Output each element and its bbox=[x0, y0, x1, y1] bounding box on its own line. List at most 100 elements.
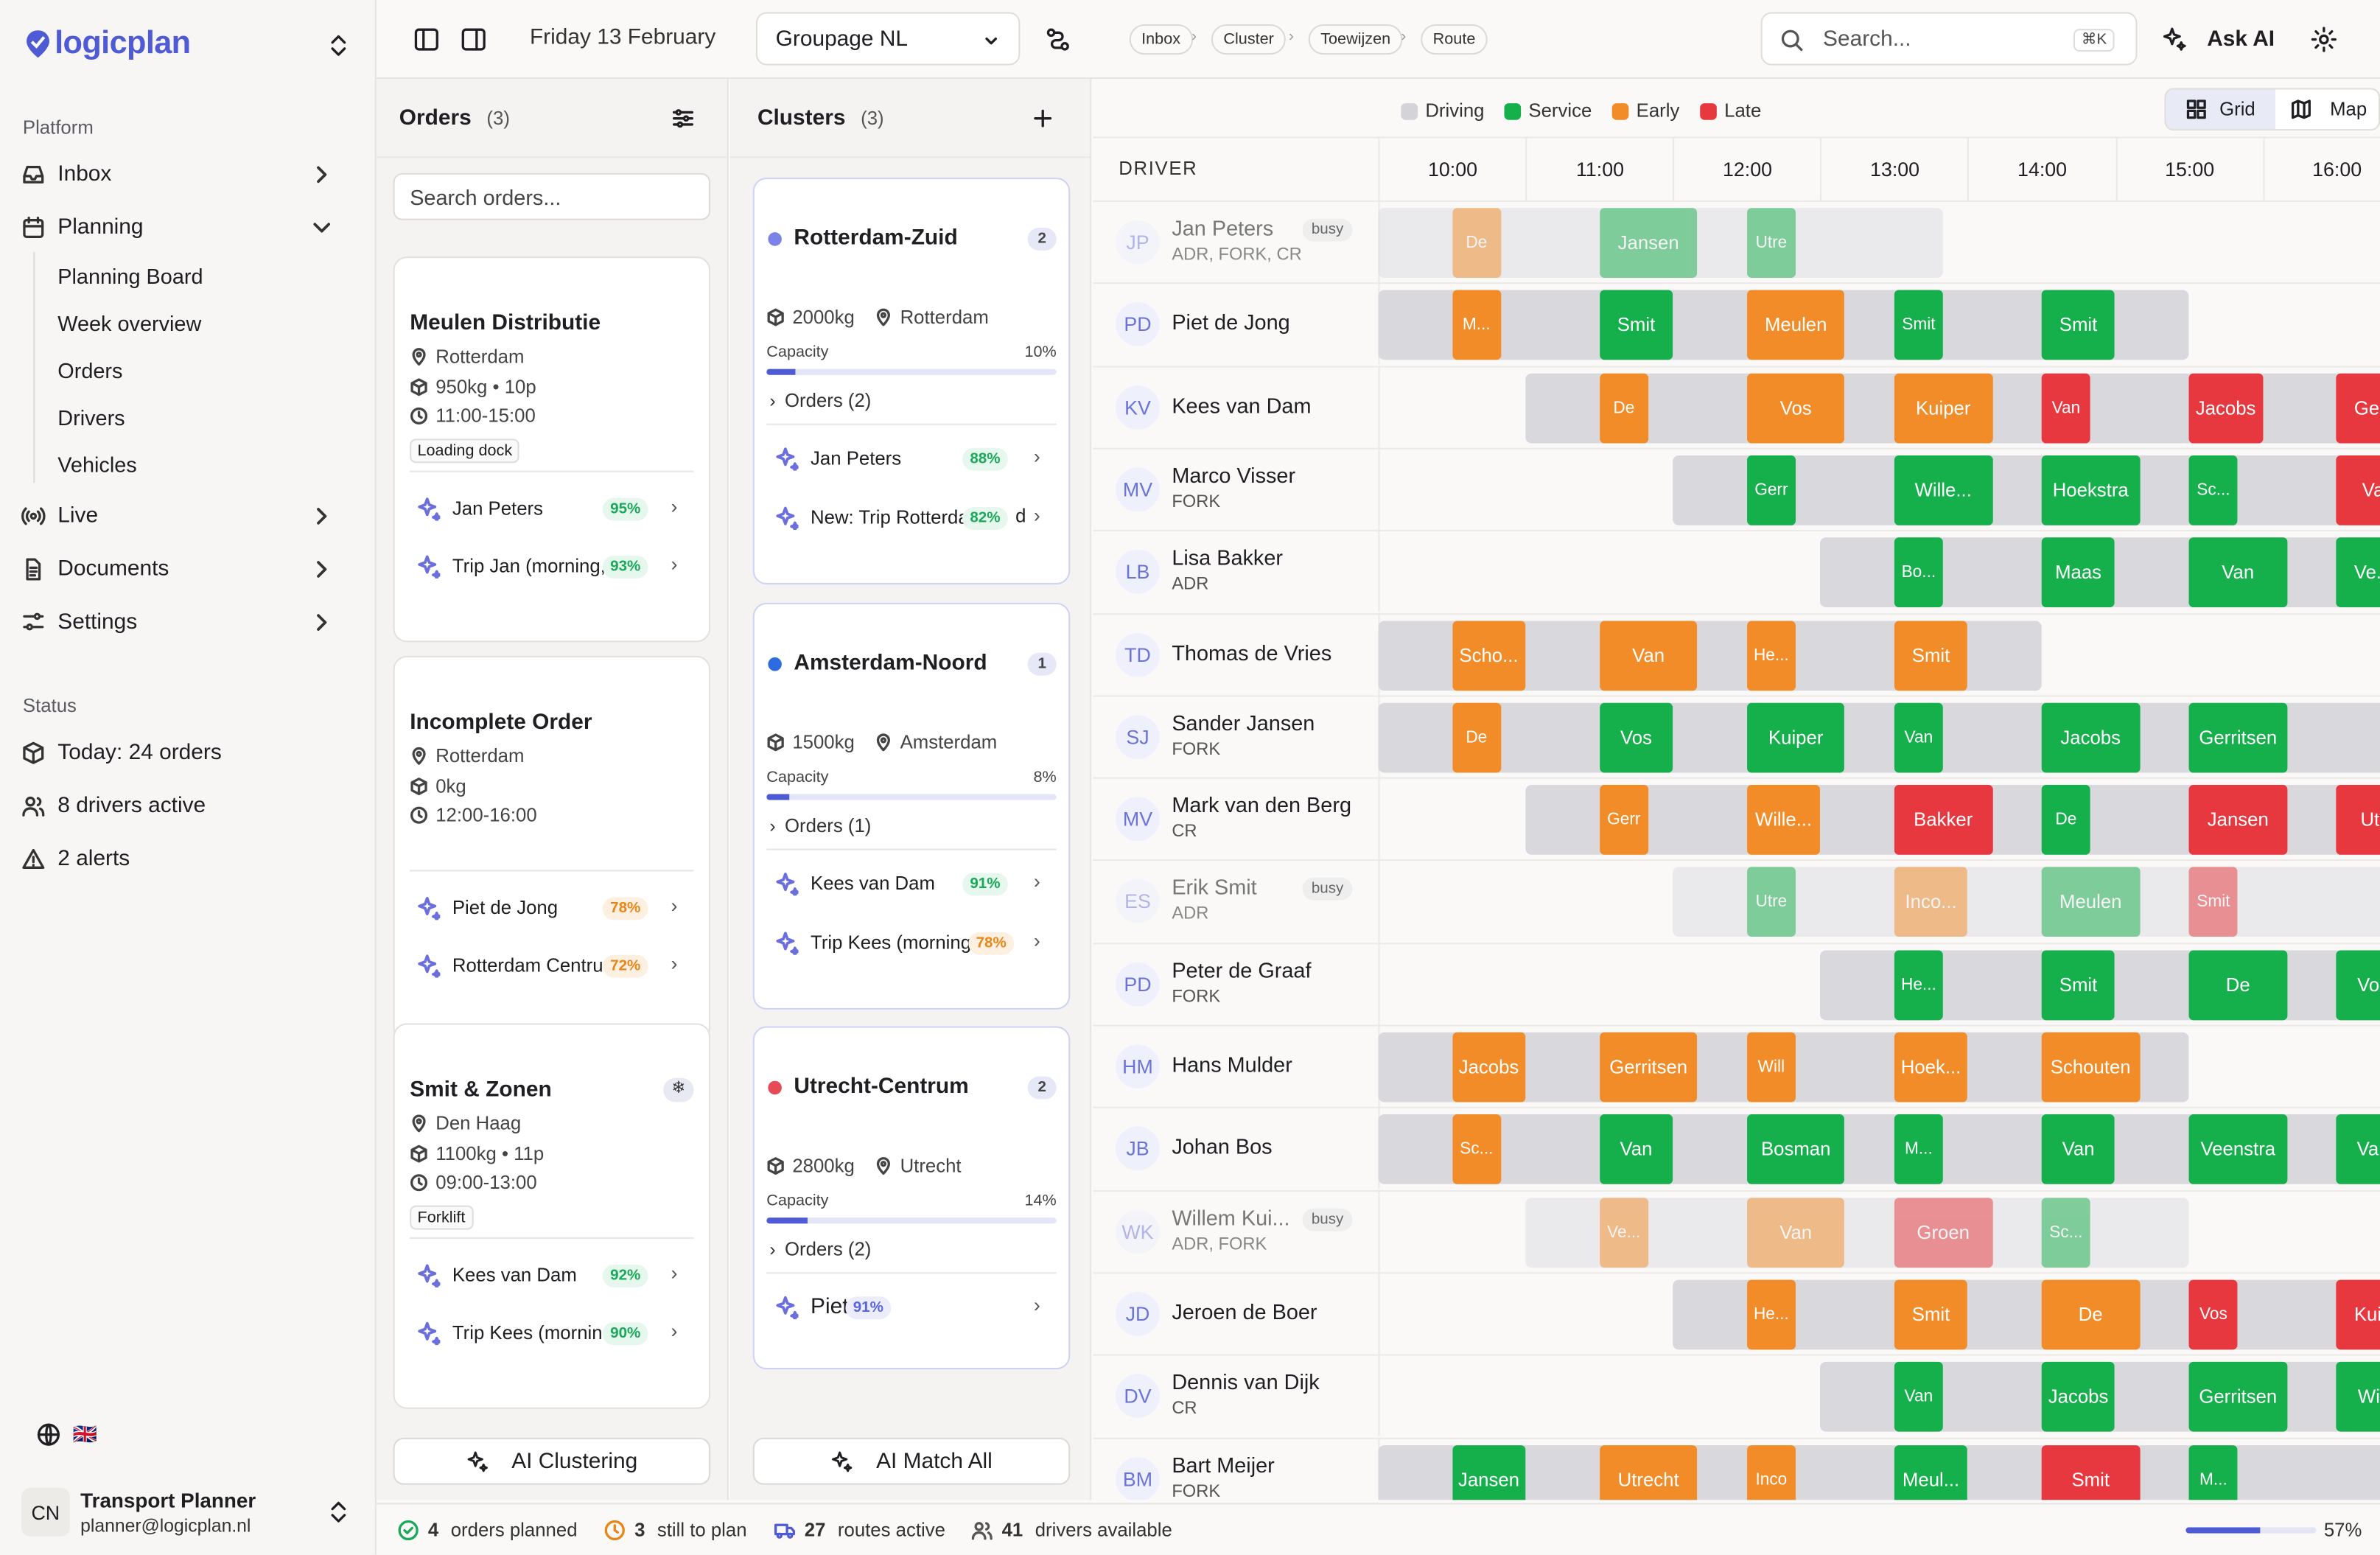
route-stop-block[interactable]: Sc... bbox=[1452, 1114, 1502, 1185]
route-stop-block[interactable]: Meulen bbox=[2041, 867, 2140, 937]
ai-match-all-button[interactable]: AI Match All bbox=[752, 1437, 1071, 1485]
route-stop-block[interactable]: Kuip bbox=[2336, 1279, 2380, 1350]
route-stop-block[interactable]: M... bbox=[1894, 1114, 1944, 1185]
route-stop-block[interactable]: Van bbox=[2041, 1114, 2115, 1185]
sidebar-item-live[interactable]: Live bbox=[21, 495, 355, 538]
status-alerts[interactable]: 2 alerts bbox=[21, 838, 355, 881]
driver-match-row[interactable]: Kees van Dam bbox=[416, 1259, 689, 1292]
sidebar-item-settings[interactable]: Settings bbox=[21, 601, 355, 644]
ai-clustering-button[interactable]: AI Clustering bbox=[393, 1437, 711, 1485]
route-stop-block[interactable]: Utre bbox=[1746, 208, 1796, 278]
route-stop-block[interactable]: Van bbox=[2188, 537, 2287, 608]
route-icon[interactable] bbox=[1044, 26, 1071, 53]
driver-row[interactable]: MV Marco Visser FORK Gerr Wille... Hoekstra Sc… bbox=[1093, 447, 2380, 531]
driver-row[interactable]: MV Mark van den Berg CR Gerr Wille... Bakker D… bbox=[1093, 777, 2380, 860]
driver-match-row[interactable]: Piet de Jong bbox=[416, 891, 689, 924]
sidebar-sub-planning-board[interactable]: Planning Board bbox=[57, 264, 203, 289]
order-card[interactable]: Incomplete Order Rotterdam 0kg 12:00-16:00 P… bbox=[393, 655, 711, 1042]
cluster-card[interactable]: Amsterdam-Noord 1 1500kg Amsterdam Capacity 8… bbox=[752, 602, 1071, 1010]
route-stop-block[interactable]: Veenstra bbox=[2188, 1114, 2287, 1185]
group-select[interactable]: Groupage NL bbox=[755, 12, 1021, 66]
route-stop-block[interactable]: Kuiper bbox=[1894, 372, 1992, 443]
workspace-switch-icon[interactable] bbox=[328, 33, 349, 57]
driver-row[interactable]: HM Hans Mulder Jacobs Gerritsen Will Hoek... S… bbox=[1093, 1024, 2380, 1108]
route-stop-block[interactable]: Bosman bbox=[1746, 1114, 1845, 1185]
driver-row[interactable]: PD Piet de Jong M... Smit Meulen Smit Smit bbox=[1093, 282, 2380, 366]
driver-match-row[interactable]: Jan Peters bbox=[416, 492, 689, 525]
user-avatar[interactable]: CN bbox=[21, 1487, 70, 1537]
cluster-orders-toggle[interactable]: › Orders (2) bbox=[769, 1239, 871, 1260]
status-orders-today[interactable]: Today: 24 orders bbox=[21, 732, 355, 775]
user-menu-icon[interactable] bbox=[328, 1500, 349, 1524]
driver-match-row[interactable]: Trip Kees (morning bbox=[774, 926, 1048, 960]
route-stop-block[interactable]: Va bbox=[2336, 455, 2380, 525]
route-stop-block[interactable]: Sc... bbox=[2188, 455, 2239, 525]
order-card[interactable]: Meulen Distributie Rotterdam 950kg • 10p 11… bbox=[393, 256, 711, 643]
route-stop-block[interactable]: Will bbox=[1746, 1032, 1796, 1103]
route-stop-block[interactable]: De bbox=[1452, 702, 1502, 773]
current-date[interactable]: Friday 13 February bbox=[529, 26, 716, 50]
route-stop-block[interactable]: Jansen bbox=[1452, 1444, 1526, 1500]
route-stop-block[interactable]: De bbox=[1599, 372, 1649, 443]
route-stop-block[interactable]: Van bbox=[2336, 1114, 2380, 1185]
driver-row[interactable]: SJ Sander Jansen FORK De Vos Kuiper Van Jacobs G… bbox=[1093, 695, 2380, 778]
route-stop-block[interactable]: De bbox=[2041, 1279, 2140, 1350]
globe-icon[interactable] bbox=[36, 1422, 60, 1447]
language-flag[interactable]: 🇬🇧 bbox=[72, 1422, 98, 1446]
grid-view-button[interactable]: Grid bbox=[2166, 89, 2275, 130]
sidebar-item-inbox[interactable]: Inbox bbox=[21, 153, 355, 196]
route-stop-block[interactable]: Van bbox=[1894, 702, 1944, 773]
route-stop-block[interactable]: M... bbox=[1452, 290, 1502, 360]
route-stop-block[interactable]: Van bbox=[1599, 1114, 1673, 1185]
driver-match-row[interactable]: Jan Peters bbox=[774, 441, 1048, 475]
route-stop-block[interactable]: Hoekstra bbox=[2041, 455, 2140, 525]
route-stop-block[interactable]: He... bbox=[1746, 620, 1796, 691]
route-stop-block[interactable]: Groen bbox=[1894, 1197, 1992, 1268]
route-stop-block[interactable]: Inco... bbox=[1894, 867, 1968, 937]
driver-match-row[interactable]: Rotterdam Centru bbox=[416, 949, 689, 982]
route-stop-block[interactable]: Will bbox=[2336, 1362, 2380, 1432]
cluster-card[interactable]: Utrecht-Centrum 2 2800kg Utrecht Capacity 14%… bbox=[752, 1026, 1071, 1370]
route-stop-block[interactable]: Van bbox=[1599, 620, 1698, 691]
global-search[interactable]: Search... ⌘K bbox=[1760, 12, 2138, 66]
route-stop-block[interactable]: Utre bbox=[1746, 867, 1796, 937]
route-stop-block[interactable]: Smit bbox=[2188, 867, 2239, 937]
driver-match-row[interactable]: New: Trip Rotterda bbox=[774, 501, 1048, 534]
breadcrumb-cluster[interactable]: Cluster bbox=[1211, 24, 1287, 55]
filter-icon[interactable] bbox=[671, 106, 696, 130]
route-stop-block[interactable]: Vos bbox=[1746, 372, 1845, 443]
breadcrumb-route[interactable]: Route bbox=[1421, 24, 1488, 55]
driver-row[interactable]: LB Lisa Bakker ADR Bo... Maas Van Ve... bbox=[1093, 530, 2380, 612]
route-stop-block[interactable]: Bakker bbox=[1894, 785, 1992, 855]
orders-search-input[interactable]: Search orders... bbox=[393, 172, 711, 220]
driver-row[interactable]: BM Bart Meijer FORK Jansen Utrecht Inco Meul..… bbox=[1093, 1436, 2380, 1500]
route-stop-block[interactable]: Meulen bbox=[1746, 290, 1845, 360]
driver-row[interactable]: JP Jan Peters ADR, FORK, CR busy De Jansen Utr… bbox=[1093, 200, 2380, 283]
order-card[interactable]: Smit & Zonen Den Haag 1100kg • 11p 09:00-13… bbox=[393, 1023, 711, 1409]
route-stop-block[interactable]: De bbox=[2041, 785, 2091, 855]
route-stop-block[interactable]: Utr bbox=[2336, 785, 2380, 855]
route-stop-block[interactable]: Jacobs bbox=[2041, 1362, 2115, 1432]
ask-ai-button[interactable]: Ask AI bbox=[2161, 26, 2275, 53]
route-stop-block[interactable]: Van bbox=[2041, 372, 2091, 443]
map-view-button[interactable]: Map bbox=[2291, 90, 2367, 130]
route-stop-block[interactable]: Jacobs bbox=[2188, 372, 2263, 443]
route-stop-block[interactable]: Kuiper bbox=[1746, 702, 1845, 773]
sidebar-sub-vehicles[interactable]: Vehicles bbox=[57, 452, 137, 477]
route-stop-block[interactable]: Gerritsen bbox=[2188, 1362, 2287, 1432]
route-stop-block[interactable]: Scho... bbox=[1452, 620, 1526, 691]
route-stop-block[interactable]: Jacobs bbox=[2041, 702, 2140, 773]
driver-match-row[interactable]: Kees van Dam bbox=[774, 867, 1048, 900]
route-stop-block[interactable]: He... bbox=[1746, 1279, 1796, 1350]
driver-row[interactable]: JD Jeroen de Boer He... Smit De Vos Kuip bbox=[1093, 1272, 2380, 1355]
driver-match-row[interactable]: Trip Kees (mornin bbox=[416, 1316, 689, 1349]
route-stop-block[interactable]: Smit bbox=[1894, 620, 1968, 691]
route-stop-block[interactable]: De bbox=[1452, 208, 1502, 278]
sidebar-sub-orders[interactable]: Orders bbox=[57, 358, 123, 383]
sidebar-sub-week-overview[interactable]: Week overview bbox=[57, 311, 202, 336]
route-stop-block[interactable]: Schouten bbox=[2041, 1032, 2140, 1103]
route-stop-block[interactable]: Inco bbox=[1746, 1444, 1796, 1500]
cluster-card[interactable]: Rotterdam-Zuid 2 2000kg Rotterdam Capacity 10… bbox=[752, 178, 1071, 585]
driver-row[interactable]: WK Willem Kui... ADR, FORK busy Ve... Van Groe… bbox=[1093, 1189, 2380, 1272]
route-stop-block[interactable]: Sc... bbox=[2041, 1197, 2091, 1268]
